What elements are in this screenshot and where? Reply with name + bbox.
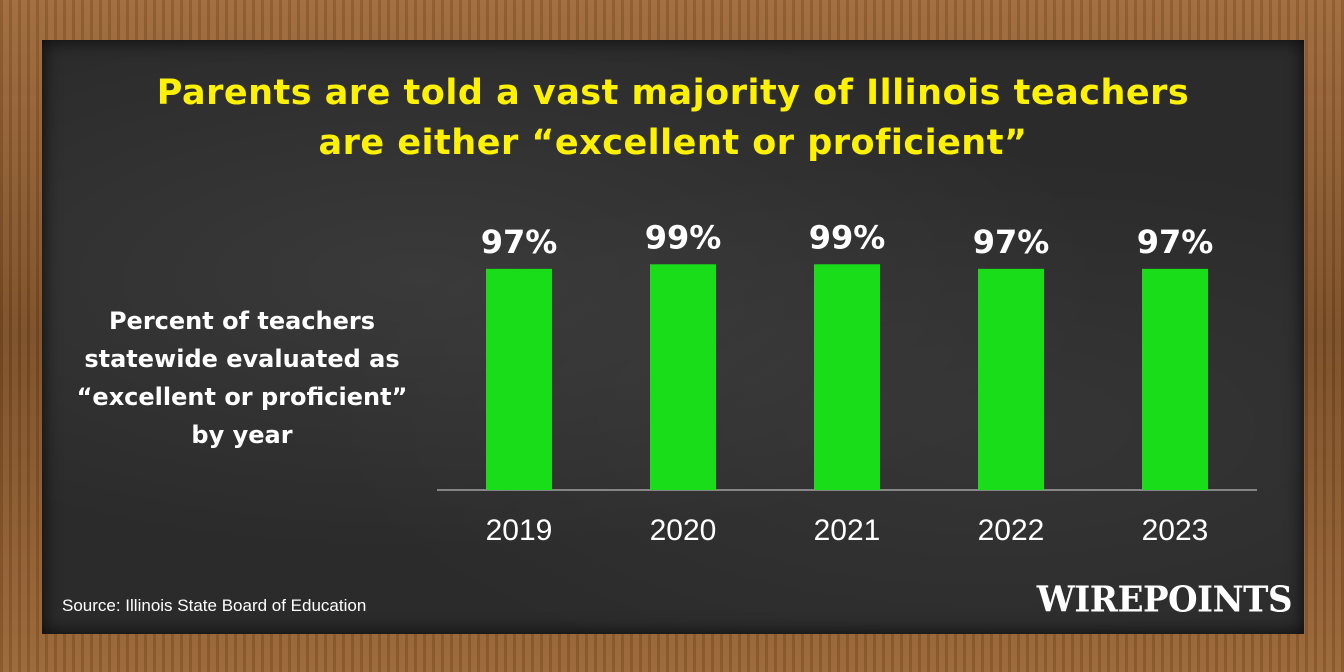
x-tick-label-2021: 2021: [814, 514, 881, 547]
chart-title: Parents are told a vast majority of Illi…: [42, 68, 1304, 168]
source-note: Source: Illinois State Board of Educatio…: [62, 596, 367, 615]
x-tick-label-2023: 2023: [1142, 514, 1209, 547]
data-label-2023: 97%: [1137, 223, 1214, 261]
bar-2019: [486, 268, 552, 490]
data-label-2019: 97%: [481, 223, 558, 261]
bar-chart: 97% 2019 99% 2020 99% 2021 97% 2022 97% 2023: [437, 218, 1257, 547]
wirepoints-logo: WIREPOINTS: [1036, 579, 1293, 621]
data-label-2021: 99%: [809, 218, 886, 256]
bar-2022: [978, 268, 1044, 490]
chart-title-line-2: are either “excellent or proficient”: [318, 123, 1028, 163]
x-tick-label-2022: 2022: [978, 514, 1045, 547]
chart-title-line-1: Parents are told a vast majority of Illi…: [156, 73, 1190, 113]
y-axis-label: Percent of teachers statewide evaluated …: [76, 307, 408, 449]
bar-2021: [814, 264, 880, 490]
x-tick-label-2020: 2020: [650, 514, 717, 547]
x-tick-label-2019: 2019: [486, 514, 553, 547]
chalkboard: Parents are told a vast majority of Illi…: [42, 40, 1304, 634]
data-label-2020: 99%: [645, 218, 722, 256]
bar-2023: [1142, 268, 1208, 490]
data-label-2022: 97%: [973, 223, 1050, 261]
bar-2020: [650, 264, 716, 490]
